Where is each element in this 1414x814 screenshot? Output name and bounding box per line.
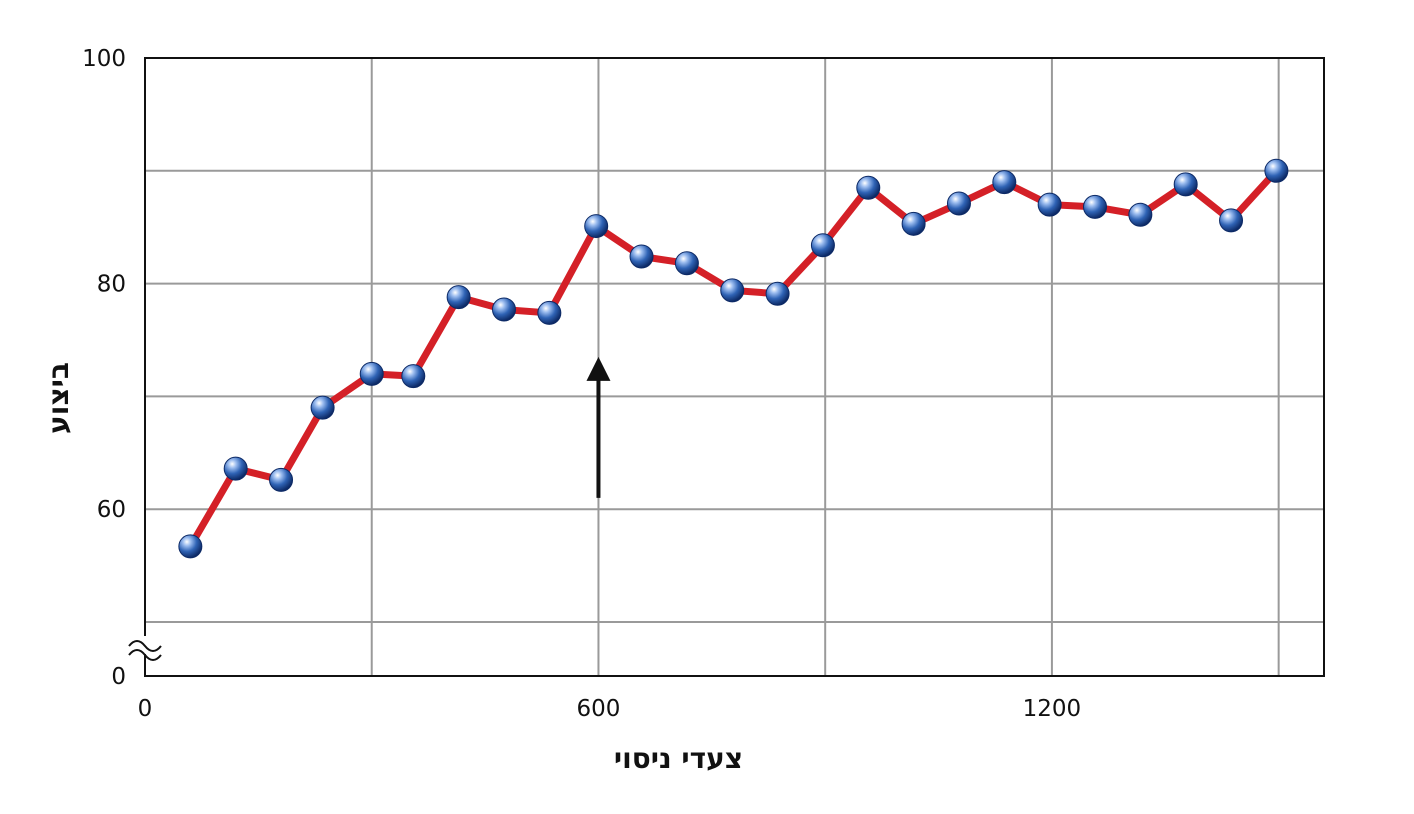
data-point: [401, 364, 426, 389]
data-point: [810, 233, 835, 258]
data-point: [629, 244, 654, 269]
data-point: [446, 285, 471, 310]
series: [178, 158, 1289, 559]
data-point: [765, 281, 790, 306]
x-tick-label: 600: [577, 696, 621, 722]
data-point: [491, 297, 516, 322]
x-axis-ticks: 0 600 1200: [138, 696, 1082, 722]
data-point: [1128, 202, 1153, 227]
data-point: [223, 456, 248, 481]
annotations: [586, 356, 611, 498]
axis-break-wave: [128, 640, 162, 652]
data-point: [1037, 192, 1062, 217]
data-point: [178, 534, 203, 559]
data-point: [537, 300, 562, 325]
data-point: [901, 211, 926, 236]
y-axis-ticks: 0 60 80 100: [82, 46, 126, 690]
data-point: [674, 251, 699, 276]
data-point: [856, 175, 881, 200]
data-point: [1219, 208, 1244, 233]
data-point: [359, 361, 384, 386]
data-point: [584, 214, 609, 239]
y-axis-title: ביצוע: [42, 362, 75, 434]
y-axis-break-mark: [128, 636, 162, 661]
y-tick-label: 60: [97, 497, 126, 523]
data-point: [1173, 172, 1198, 197]
plot-frame: [144, 57, 1325, 677]
x-tick-label: 1200: [1023, 696, 1082, 722]
data-point: [946, 191, 971, 216]
axis-break-wave: [128, 649, 162, 661]
y-tick-label: 80: [97, 272, 126, 298]
data-point: [1083, 194, 1108, 219]
data-point: [1264, 158, 1289, 183]
data-point: [269, 467, 294, 492]
y-tick-label: 100: [82, 46, 126, 72]
data-point: [720, 278, 745, 303]
data-point: [310, 395, 335, 420]
arrow-head: [586, 356, 611, 381]
data-point: [992, 170, 1017, 195]
x-tick-label: 0: [138, 696, 153, 722]
x-axis-title: צעדי ניסוי: [614, 742, 743, 775]
grid: [145, 57, 1324, 676]
y-tick-label: 0: [111, 664, 126, 690]
series-line: [186, 167, 1280, 550]
